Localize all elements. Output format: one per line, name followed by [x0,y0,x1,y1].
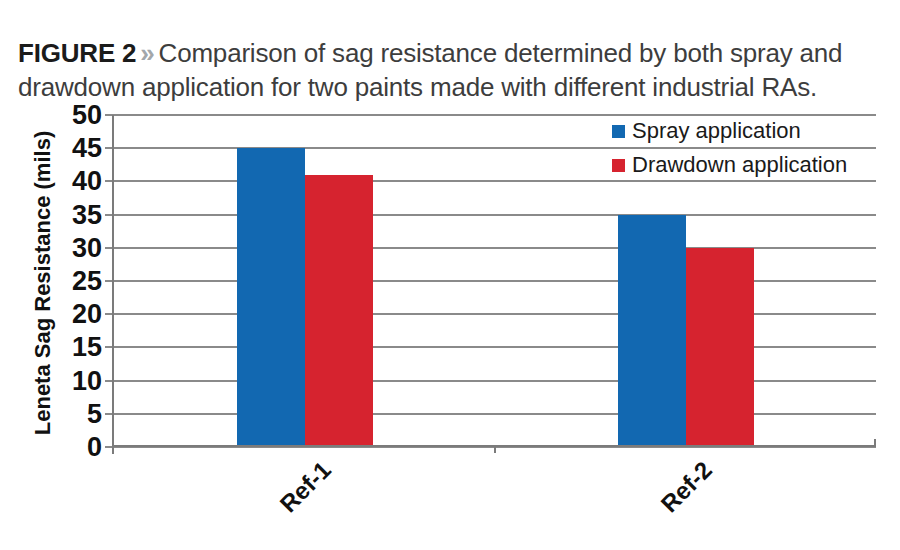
x-axis-mid-tick [494,447,496,453]
bar-spray-application-ref-1 [237,148,305,447]
y-tick-label-15: 15 [30,332,102,362]
gridline-30 [114,247,876,249]
gridline-10 [114,380,876,382]
legend-label: Drawdown application [632,152,847,178]
y-tick-label-0: 0 [30,432,102,462]
figure-caption: FIGURE 2»Comparison of sag resistance de… [18,36,878,104]
y-tick-label-35: 35 [30,200,102,230]
gridline-15 [114,346,876,348]
bar-spray-application-ref-2 [618,215,686,447]
y-axis-line [112,115,114,454]
y-tick-label-5: 5 [30,399,102,429]
y-tick-label-40: 40 [30,166,102,196]
figure-number: FIGURE 2 [18,38,136,68]
double-chevron-icon: » [136,38,158,68]
legend-item-drawdown-application: Drawdown application [612,148,847,182]
y-tick-label-25: 25 [30,266,102,296]
x-category-label-ref-2: Ref-2 [620,456,718,550]
y-tick-label-30: 30 [30,233,102,263]
gridline-45 [114,147,876,149]
gridline-50 [114,114,876,116]
gridline-5 [114,413,876,415]
gridline-20 [114,313,876,315]
legend-label: Spray application [632,118,801,144]
y-tick-label-50: 50 [30,100,102,130]
gridline-35 [114,214,876,216]
legend-swatch-icon [612,125,625,138]
gridline-40 [114,180,876,182]
x-axis-end-tick [874,439,876,445]
x-axis-line [112,445,876,447]
bar-drawdown-application-ref-1 [305,175,373,447]
figure-canvas: FIGURE 2»Comparison of sag resistance de… [0,0,900,550]
legend-swatch-icon [612,159,625,172]
y-tick-label-45: 45 [30,133,102,163]
legend-item-spray-application: Spray application [612,114,847,148]
bar-drawdown-application-ref-2 [686,248,754,447]
x-category-label-ref-1: Ref-1 [239,456,337,550]
y-tick-label-10: 10 [30,366,102,396]
gridline-25 [114,280,876,282]
y-tick-label-20: 20 [30,299,102,329]
